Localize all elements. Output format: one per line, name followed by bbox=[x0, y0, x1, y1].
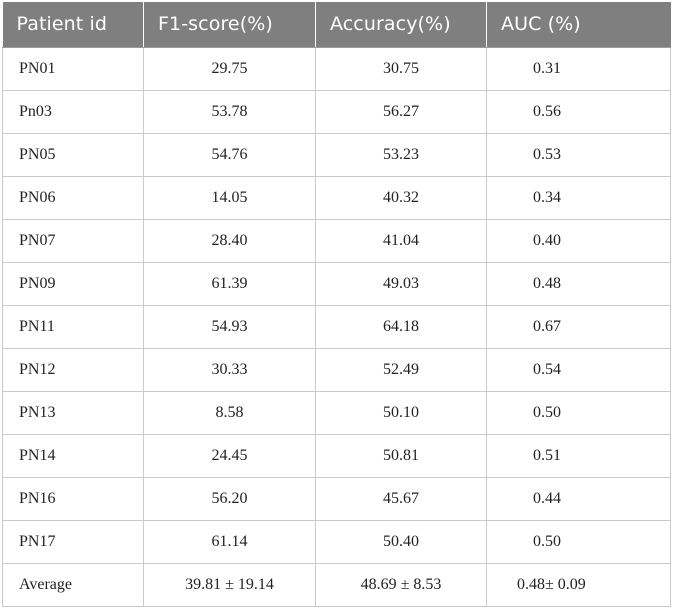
cell-auc: 0.50 bbox=[486, 519, 671, 564]
cell-patient-id: PN13 bbox=[2, 390, 144, 435]
table-row: PN01 29.75 30.75 0.31 bbox=[2, 46, 671, 91]
average-label: Average bbox=[2, 562, 144, 607]
cell-auc: 0.44 bbox=[486, 476, 671, 521]
cell-accuracy: 50.81 bbox=[315, 433, 487, 478]
header-accuracy: Accuracy(%) bbox=[315, 2, 487, 48]
cell-f1-score: 61.14 bbox=[143, 519, 316, 564]
cell-auc: 0.51 bbox=[486, 433, 671, 478]
cell-accuracy: 52.49 bbox=[315, 347, 487, 392]
table-row: PN07 28.40 41.04 0.40 bbox=[2, 218, 671, 263]
cell-accuracy: 50.40 bbox=[315, 519, 487, 564]
table-row: PN06 14.05 40.32 0.34 bbox=[2, 175, 671, 220]
cell-f1-score: 53.78 bbox=[143, 89, 316, 134]
average-row: Average 39.81 ± 19.14 48.69 ± 8.53 0.48±… bbox=[2, 562, 671, 607]
cell-accuracy: 30.75 bbox=[315, 46, 487, 91]
cell-f1-score: 54.93 bbox=[143, 304, 316, 349]
cell-accuracy: 50.10 bbox=[315, 390, 487, 435]
cell-patient-id: PN01 bbox=[2, 46, 144, 91]
average-f1-score: 39.81 ± 19.14 bbox=[143, 562, 316, 607]
cell-auc: 0.56 bbox=[486, 89, 671, 134]
table-row: PN05 54.76 53.23 0.53 bbox=[2, 132, 671, 177]
table-row: PN17 61.14 50.40 0.50 bbox=[2, 519, 671, 564]
cell-f1-score: 61.39 bbox=[143, 261, 316, 306]
header-f1-score: F1-score(%) bbox=[143, 2, 316, 48]
cell-accuracy: 64.18 bbox=[315, 304, 487, 349]
cell-f1-score: 8.58 bbox=[143, 390, 316, 435]
cell-accuracy: 49.03 bbox=[315, 261, 487, 306]
table-row: PN14 24.45 50.81 0.51 bbox=[2, 433, 671, 478]
header-auc: AUC (%) bbox=[486, 2, 671, 48]
cell-patient-id: PN12 bbox=[2, 347, 144, 392]
cell-auc: 0.31 bbox=[486, 46, 671, 91]
cell-auc: 0.53 bbox=[486, 132, 671, 177]
cell-accuracy: 40.32 bbox=[315, 175, 487, 220]
cell-auc: 0.67 bbox=[486, 304, 671, 349]
cell-f1-score: 28.40 bbox=[143, 218, 316, 263]
cell-accuracy: 53.23 bbox=[315, 132, 487, 177]
table-row: PN09 61.39 49.03 0.48 bbox=[2, 261, 671, 306]
cell-patient-id: PN07 bbox=[2, 218, 144, 263]
cell-auc: 0.54 bbox=[486, 347, 671, 392]
cell-patient-id: PN05 bbox=[2, 132, 144, 177]
table-row: Pn03 53.78 56.27 0.56 bbox=[2, 89, 671, 134]
header-patient-id: Patient id bbox=[2, 2, 144, 48]
table-header: Patient id F1-score(%) Accuracy(%) AUC (… bbox=[2, 2, 671, 48]
cell-accuracy: 41.04 bbox=[315, 218, 487, 263]
cell-f1-score: 29.75 bbox=[143, 46, 316, 91]
cell-patient-id: PN11 bbox=[2, 304, 144, 349]
cell-patient-id: PN14 bbox=[2, 433, 144, 478]
cell-patient-id: PN16 bbox=[2, 476, 144, 521]
table-row: PN13 8.58 50.10 0.50 bbox=[2, 390, 671, 435]
cell-f1-score: 14.05 bbox=[143, 175, 316, 220]
table-row: PN12 30.33 52.49 0.54 bbox=[2, 347, 671, 392]
table-row: PN11 54.93 64.18 0.67 bbox=[2, 304, 671, 349]
average-accuracy: 48.69 ± 8.53 bbox=[315, 562, 487, 607]
cell-auc: 0.48 bbox=[486, 261, 671, 306]
table-row: PN16 56.20 45.67 0.44 bbox=[2, 476, 671, 521]
cell-auc: 0.40 bbox=[486, 218, 671, 263]
cell-patient-id: PN09 bbox=[2, 261, 144, 306]
cell-f1-score: 30.33 bbox=[143, 347, 316, 392]
cell-f1-score: 54.76 bbox=[143, 132, 316, 177]
cell-patient-id: Pn03 bbox=[2, 89, 144, 134]
average-auc: 0.48± 0.09 bbox=[486, 562, 671, 607]
cell-f1-score: 56.20 bbox=[143, 476, 316, 521]
cell-patient-id: PN17 bbox=[2, 519, 144, 564]
cell-auc: 0.50 bbox=[486, 390, 671, 435]
cell-f1-score: 24.45 bbox=[143, 433, 316, 478]
cell-accuracy: 45.67 bbox=[315, 476, 487, 521]
cell-accuracy: 56.27 bbox=[315, 89, 487, 134]
cell-patient-id: PN06 bbox=[2, 175, 144, 220]
header-row: Patient id F1-score(%) Accuracy(%) AUC (… bbox=[2, 2, 671, 48]
table-body: PN01 29.75 30.75 0.31 Pn03 53.78 56.27 0… bbox=[2, 46, 671, 607]
cell-auc: 0.34 bbox=[486, 175, 671, 220]
